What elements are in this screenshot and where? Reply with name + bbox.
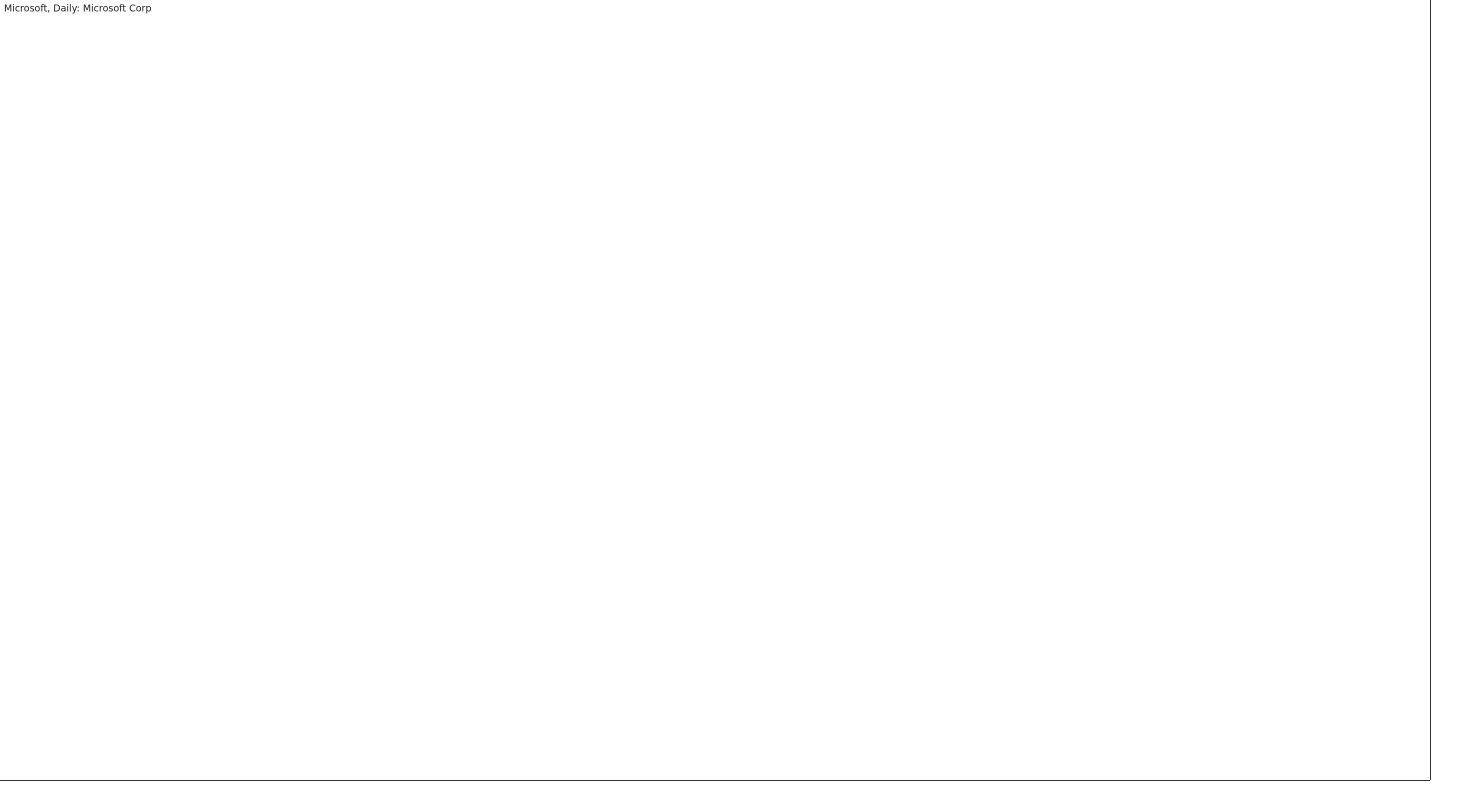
chart-title: Microsoft, Daily: Microsoft Corp [4,4,151,15]
